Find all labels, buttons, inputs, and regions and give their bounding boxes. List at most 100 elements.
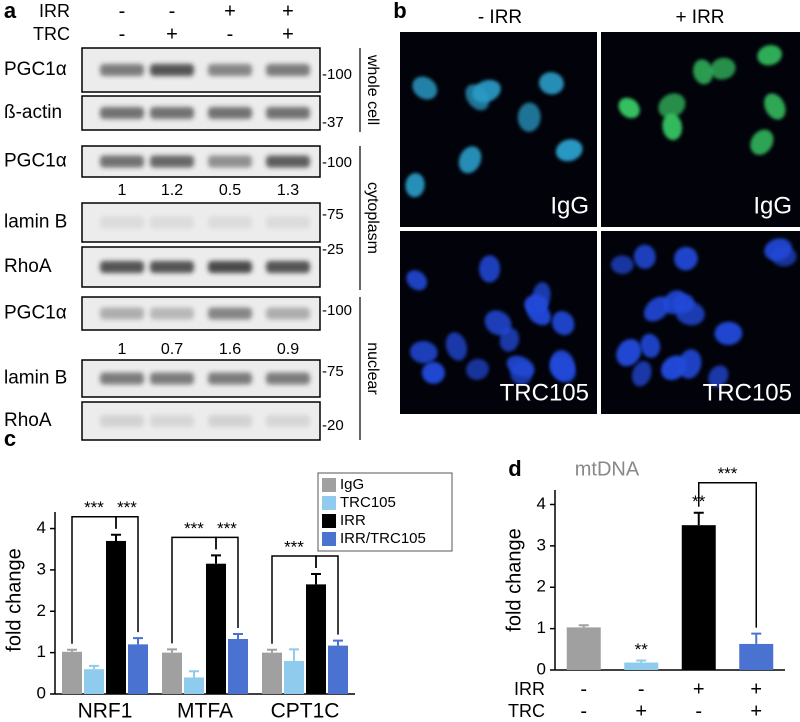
- size-marker: -75: [322, 206, 344, 223]
- blot-band: [100, 107, 144, 119]
- blot-band: [150, 415, 194, 427]
- panel-label: c: [4, 426, 16, 451]
- x-tick-label: NRF1: [78, 700, 133, 722]
- nucleus: [675, 301, 705, 326]
- bar: [328, 645, 348, 694]
- fraction-label: whole cell: [364, 54, 381, 125]
- condition-name: IRR: [39, 1, 70, 21]
- error-bar: [133, 637, 143, 645]
- legend-label: IRR: [340, 512, 366, 529]
- nucleus: [517, 102, 541, 132]
- panel-label: b: [393, 0, 406, 23]
- blot-row-label: PGC1α: [4, 303, 67, 324]
- y-tick-label: 4: [37, 518, 46, 537]
- legend-swatch: [322, 514, 336, 528]
- nucleus: [757, 45, 782, 66]
- error-bar: [751, 632, 762, 644]
- nucleus: [472, 79, 501, 103]
- blot-band: [150, 307, 194, 320]
- blot-band: [150, 261, 194, 273]
- blot-band: [150, 372, 194, 385]
- fraction-label: nuclear: [364, 342, 381, 395]
- blot-band: [266, 216, 310, 229]
- significance-bracket: [315, 555, 339, 635]
- significance-label: ***: [184, 519, 204, 538]
- size-marker: -25: [322, 241, 344, 258]
- quantification: 0.5: [219, 182, 241, 199]
- condition-sign: -: [227, 23, 234, 45]
- bar: [206, 563, 226, 694]
- x-row-sign: -: [580, 700, 587, 722]
- x-row-sign: -: [638, 678, 645, 700]
- blot-band: [208, 216, 252, 229]
- size-marker: -100: [322, 154, 352, 171]
- blot-band: [150, 155, 194, 168]
- blot-band: [266, 307, 310, 320]
- significance-label: ***: [84, 498, 104, 517]
- nucleus: [714, 321, 743, 345]
- blot-row-label: RhoA: [4, 256, 52, 277]
- micrograph-label: TRC105: [500, 379, 589, 406]
- size-marker: -37: [322, 114, 344, 131]
- error-bar: [89, 664, 99, 670]
- y-tick-label: 0: [37, 683, 46, 702]
- blot-band: [266, 107, 310, 119]
- condition-sign: +: [224, 0, 236, 22]
- nucleus: [708, 365, 729, 388]
- error-bar: [111, 533, 121, 541]
- blot-band: [100, 64, 144, 76]
- column-header: + IRR: [675, 7, 724, 28]
- legend-label: TRC105: [340, 494, 396, 511]
- bar: [162, 652, 182, 694]
- y-tick-label: 3: [37, 559, 46, 578]
- significance-label: **: [635, 640, 649, 659]
- significance-bracket: [115, 516, 139, 633]
- blot-row-label: lamin B: [4, 368, 67, 389]
- legend-label: IgG: [340, 476, 364, 493]
- quantification: 1: [118, 182, 127, 199]
- nucleus: [532, 282, 551, 310]
- nucleus: [616, 339, 642, 367]
- y-tick-label: 1: [537, 618, 546, 637]
- nucleus: [466, 358, 489, 380]
- y-tick-label: 3: [537, 535, 546, 554]
- blot-band: [266, 155, 310, 168]
- blot-band: [150, 216, 194, 229]
- blot-band: [100, 307, 144, 320]
- error-bar: [333, 639, 343, 646]
- nucleus: [750, 129, 774, 155]
- blot-band: [100, 216, 144, 229]
- nucleus: [658, 93, 686, 119]
- fraction-label: cytoplasm: [364, 182, 381, 254]
- nucleus: [506, 355, 535, 377]
- condition-sign: +: [166, 23, 178, 45]
- legend-swatch: [322, 478, 336, 492]
- blot-band: [208, 155, 252, 168]
- micrograph: [400, 32, 597, 227]
- legend-swatch: [322, 496, 336, 510]
- x-row-name: TRC: [508, 701, 545, 721]
- error-bar: [233, 633, 243, 639]
- nucleus: [771, 246, 797, 267]
- error-bar: [289, 648, 299, 661]
- x-row-sign: -: [695, 700, 702, 722]
- bar: [184, 677, 204, 694]
- y-tick-label: 2: [537, 577, 546, 596]
- nucleus: [458, 146, 482, 174]
- y-tick-label: 4: [537, 494, 546, 513]
- blot-band: [100, 372, 144, 385]
- nucleus: [406, 270, 428, 291]
- x-row-sign: +: [635, 700, 647, 722]
- x-tick-label: CPT1C: [271, 700, 340, 722]
- size-marker: -20: [322, 417, 344, 434]
- bar: [62, 651, 82, 694]
- nucleus: [631, 361, 652, 387]
- significance-bracket: [698, 482, 757, 628]
- quantification: 1.3: [277, 182, 299, 199]
- nucleus: [633, 244, 656, 269]
- condition-sign: -: [169, 0, 176, 22]
- error-bar: [267, 648, 277, 653]
- size-marker: -100: [322, 302, 352, 319]
